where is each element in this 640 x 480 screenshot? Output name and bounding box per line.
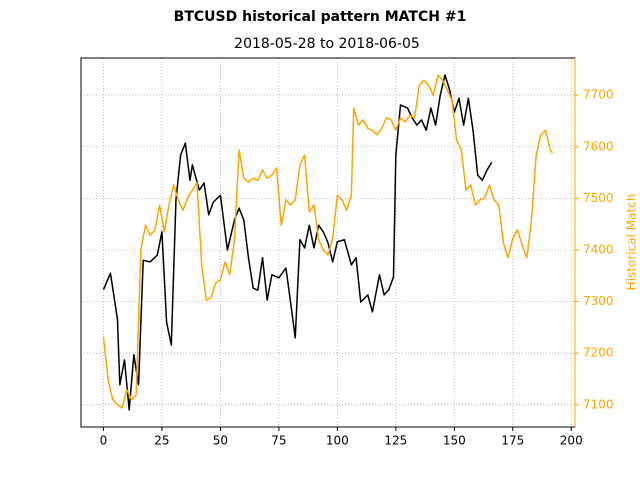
- y2-tick-label: 7700: [583, 88, 614, 102]
- x-tick-label: 25: [154, 434, 169, 448]
- x-tick-label: 125: [384, 434, 407, 448]
- series-line: [102, 74, 493, 411]
- chart-title: BTCUSD historical pattern MATCH #1: [174, 9, 467, 25]
- y2-tick-label: 7200: [583, 346, 614, 360]
- x-tick-label: 100: [326, 434, 349, 448]
- x-tick-label: 150: [443, 434, 466, 448]
- y2-tick-label: 7600: [583, 139, 614, 153]
- x-tick-label: 50: [213, 434, 228, 448]
- x-tick-label: 200: [560, 434, 583, 448]
- y2-axis-label: Historical Match: [625, 194, 639, 291]
- y2-tick-label: 7400: [583, 242, 614, 256]
- y2-tick-label: 7100: [583, 397, 614, 411]
- y2-tick-label: 7500: [583, 191, 614, 205]
- x-tick-label: 75: [271, 434, 286, 448]
- y2-tick-label: 7300: [583, 294, 614, 308]
- chart-subtitle: 2018-05-28 to 2018-06-05: [234, 36, 420, 52]
- x-tick-label: 175: [501, 434, 524, 448]
- series-line: [102, 74, 554, 409]
- x-tick-label: 0: [100, 434, 108, 448]
